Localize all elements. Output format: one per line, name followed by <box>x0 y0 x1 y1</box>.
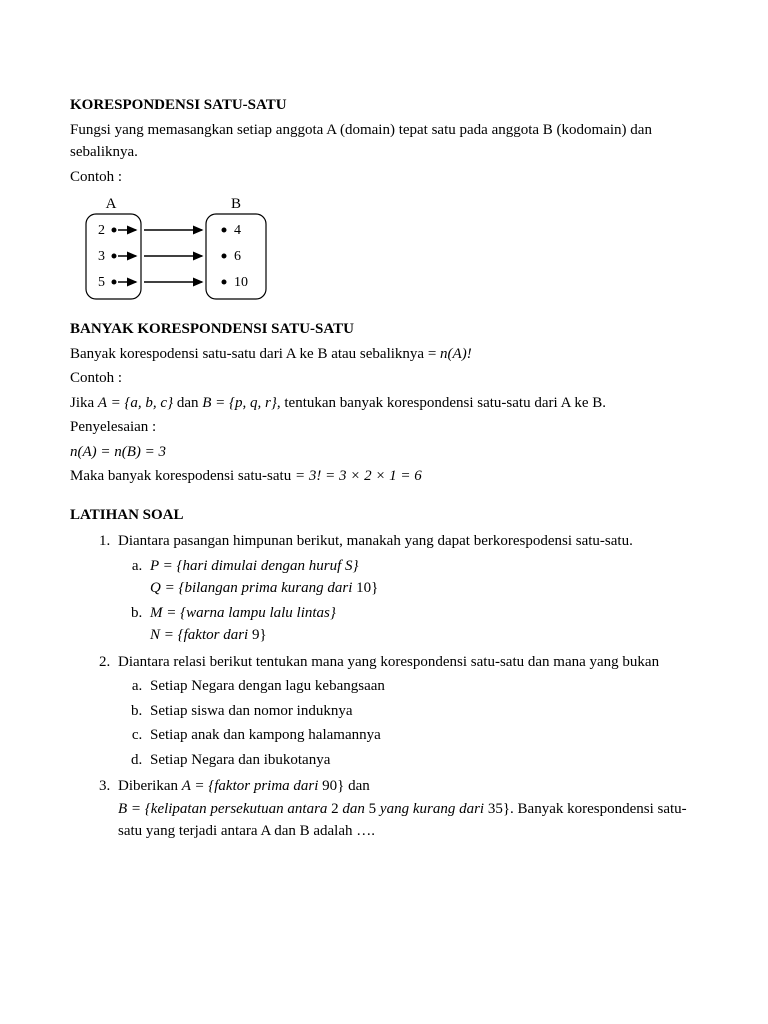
heading-2: BANYAK KORESPONDENSI SATU-SATU <box>70 318 698 341</box>
text: dan <box>344 778 369 794</box>
question-text: Diantara pasangan himpunan berikut, mana… <box>118 533 633 549</box>
text: Maka banyak korespodensi satu-satu <box>70 468 295 484</box>
math: M = {warna lampu lalu lintas} <box>150 605 336 621</box>
math: P = {hari dimulai dengan huruf S} <box>150 558 359 574</box>
penyelesaian-label: Penyelesaian : <box>70 416 698 439</box>
dot <box>112 254 117 259</box>
math: 10} <box>356 580 378 596</box>
option-a: P = {hari dimulai dengan huruf S} Q = {b… <box>146 555 698 600</box>
text: dan <box>173 395 202 411</box>
set-a-item: 3 <box>98 249 105 264</box>
maka-line: Maka banyak korespodensi satu-satu = 3! … <box>70 465 698 488</box>
math: 2 <box>331 801 342 817</box>
option-b: Setiap siswa dan nomor induknya <box>146 700 698 723</box>
math: 5 <box>369 801 380 817</box>
math: A = {a, b, c} <box>98 395 173 411</box>
dot <box>222 254 227 259</box>
question-2-options: Setiap Negara dengan lagu kebangsaan Set… <box>118 675 698 771</box>
math: 9} <box>252 627 267 643</box>
heading-3: LATIHAN SOAL <box>70 504 698 527</box>
question-2: Diantara relasi berikut tentukan mana ya… <box>114 651 698 772</box>
question-1: Diantara pasangan himpunan berikut, mana… <box>114 530 698 647</box>
question-3: Diberikan A = {faktor prima dari 90} dan… <box>114 775 698 843</box>
question-1-options: P = {hari dimulai dengan huruf S} Q = {b… <box>118 555 698 647</box>
dot <box>222 228 227 233</box>
math: 35} <box>488 801 510 817</box>
math: B = {p, q, r} <box>202 395 277 411</box>
math: 90} <box>322 778 344 794</box>
math: N = {faktor dari <box>150 627 252 643</box>
dot <box>112 228 117 233</box>
banyak-line: Banyak korespodensi satu-satu dari A ke … <box>70 343 698 366</box>
diagram-label-a: A <box>106 196 117 212</box>
math: Q = {bilangan prima kurang dari <box>150 580 356 596</box>
contoh-label-2: Contoh : <box>70 367 698 390</box>
text: , tentukan banyak korespondensi satu-sat… <box>277 395 606 411</box>
option-b: M = {warna lampu lalu lintas} N = {fakto… <box>146 602 698 647</box>
math: B = {kelipatan persekutuan antara <box>118 801 331 817</box>
dot <box>222 280 227 285</box>
option-a: Setiap Negara dengan lagu kebangsaan <box>146 675 698 698</box>
math: n(A)! <box>440 346 472 362</box>
set-b-item: 6 <box>234 249 241 264</box>
set-a-item: 2 <box>98 223 105 238</box>
text: Diberikan <box>118 778 182 794</box>
option-c: Setiap anak dan kampong halamannya <box>146 724 698 747</box>
exercise-list: Diantara pasangan himpunan berikut, mana… <box>70 530 698 843</box>
math: yang kurang dari <box>380 801 488 817</box>
dot <box>112 280 117 285</box>
text: Jika <box>70 395 98 411</box>
option-d: Setiap Negara dan ibukotanya <box>146 749 698 772</box>
math: = 3! = 3 × 2 × 1 = 6 <box>295 468 422 484</box>
math: dan <box>342 801 368 817</box>
diagram-label-b: B <box>231 196 241 212</box>
set-a-item: 5 <box>98 275 105 290</box>
intro-text: Fungsi yang memasangkan setiap anggota A… <box>70 119 698 164</box>
question-text: Diantara relasi berikut tentukan mana ya… <box>118 654 659 670</box>
set-b-item: 10 <box>234 275 248 290</box>
set-b-item: 4 <box>234 223 241 238</box>
contoh-label-1: Contoh : <box>70 166 698 189</box>
math: A = {faktor prima dari <box>182 778 322 794</box>
mapping-diagram: A B 2 3 5 4 6 10 <box>76 194 296 304</box>
text: Banyak korespodensi satu-satu dari A ke … <box>70 346 440 362</box>
nAnB-line: n(A) = n(B) = 3 <box>70 441 698 464</box>
jika-line: Jika A = {a, b, c} dan B = {p, q, r}, te… <box>70 392 698 415</box>
heading-1: KORESPONDENSI SATU-SATU <box>70 94 698 117</box>
